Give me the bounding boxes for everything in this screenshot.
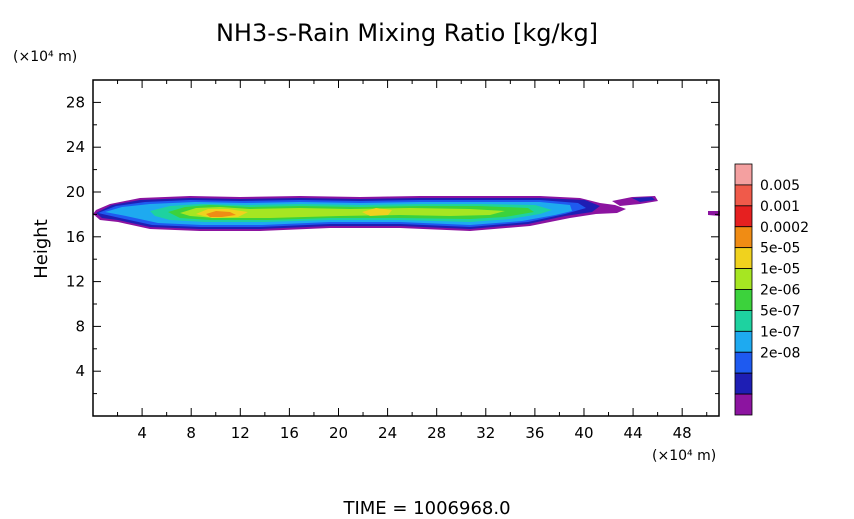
colorbar-label: 2e-06 [760, 283, 800, 299]
y-axis-label: Height [31, 219, 52, 279]
colorbar-swatch [734, 205, 753, 228]
colorbar-label: 0.001 [760, 199, 800, 215]
colorbar-swatch [734, 289, 753, 311]
x-tick-label: 24 [378, 424, 397, 442]
colorbar-label: 5e-07 [760, 303, 800, 319]
chart-title: NH3-s-Rain Mixing Ratio [kg/kg] [216, 19, 598, 47]
contour-level-2e-08-speck [708, 211, 720, 216]
contour-level-0.001-b [362, 208, 392, 216]
y-tick-label: 20 [66, 183, 85, 201]
plot-area [93, 196, 720, 231]
colorbar-swatch [734, 330, 753, 353]
colorbar-swatch [734, 372, 753, 395]
x-tick-label: 20 [329, 424, 348, 442]
x-tick-label: 28 [427, 424, 446, 442]
contour-level-1e-07-east [632, 197, 655, 202]
colorbar-label: 1e-07 [760, 324, 800, 340]
x-tick-label: 40 [574, 424, 593, 442]
colorbar-label: 1e-05 [760, 262, 800, 278]
x-tick-label: 48 [673, 424, 692, 442]
colorbar: 0.005 0.001 0.0002 5e-05 1e-05 2e-06 5e-07 1e-0… [734, 163, 809, 416]
x-tick-label: 16 [280, 424, 299, 442]
x-tick-label: 36 [525, 424, 544, 442]
y-tick-label: 24 [66, 138, 85, 156]
colorbar-swatch [734, 163, 753, 186]
y-axis-unit: (×10⁴ m) [13, 49, 77, 65]
x-axis: 4 8 12 16 20 24 28 32 36 40 44 48 [117, 80, 708, 442]
y-tick-label: 16 [66, 228, 85, 246]
y-tick-label: 8 [75, 317, 85, 335]
x-tick-label: 4 [137, 424, 147, 442]
colorbar-swatch [734, 393, 753, 416]
colorbar-swatch [734, 268, 753, 290]
y-tick-label: 4 [75, 362, 85, 380]
colorbar-label: 2e-08 [760, 345, 800, 361]
mixing-ratio-layer [93, 196, 720, 231]
colorbar-swatch [734, 247, 753, 269]
colorbar-swatch [734, 310, 753, 332]
x-tick-label: 32 [476, 424, 495, 442]
contour-level-0.0002 [180, 207, 505, 218]
colorbar-swatch [734, 184, 753, 207]
colorbar-swatch [734, 351, 753, 374]
plot-frame [92, 79, 720, 417]
x-tick-label: 8 [186, 424, 196, 442]
x-tick-label: 44 [624, 424, 643, 442]
y-axis: 4 8 12 16 20 24 28 [66, 93, 719, 395]
colorbar-label: 5e-05 [760, 241, 800, 257]
y-tick-label: 12 [66, 273, 85, 291]
y-tick-label: 28 [66, 93, 85, 111]
colorbar-swatch [734, 226, 753, 249]
time-footer: TIME = 1006968.0 [342, 498, 510, 519]
contour-level-0.005-core [206, 211, 236, 217]
colorbar-label: 0.005 [760, 178, 800, 194]
colorbar-label: 0.0002 [760, 220, 809, 236]
x-tick-label: 12 [231, 424, 250, 442]
x-axis-unit: (×10⁴ m) [652, 448, 716, 464]
